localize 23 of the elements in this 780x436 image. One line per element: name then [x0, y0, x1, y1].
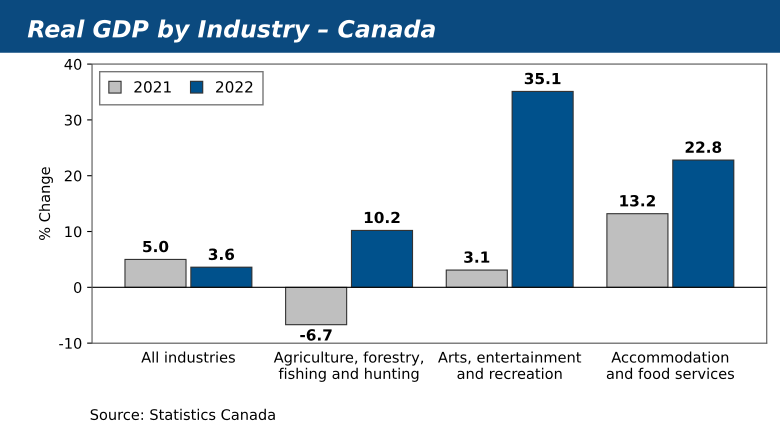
data-label: 22.8	[686, 141, 722, 153]
data-label: 3.6	[208, 248, 234, 260]
legend-label: 2021	[134, 81, 171, 93]
x-tick-label: Arts, entertainment and recreation	[438, 351, 582, 380]
y-tick-label: 10	[65, 226, 82, 238]
data-label: 3.1	[464, 251, 490, 263]
chart-title: Real GDP by Industry – Canada	[28, 19, 435, 43]
y-tick-label: 40	[64, 58, 82, 70]
legend-label: 2022	[216, 81, 252, 93]
data-label: 5.0	[143, 240, 168, 252]
data-label: 35.1	[524, 72, 560, 84]
source-note: Source: Statistics Canada	[90, 408, 275, 420]
y-axis-title: % Change	[38, 167, 53, 240]
data-label: 10.2	[364, 212, 400, 224]
x-tick-label: Accommodation and food services	[606, 351, 734, 380]
y-tick-label: 0	[74, 282, 82, 294]
x-tick-label: Agriculture, forestry, fishing and hunting	[274, 351, 424, 382]
y-tick-label: 20	[64, 170, 82, 182]
x-tick-label: All industries	[141, 351, 235, 363]
data-label: -6.7	[300, 329, 332, 341]
y-tick-label: 30	[64, 114, 82, 126]
data-label: 13.2	[620, 194, 655, 207]
y-tick-label: -10	[59, 338, 82, 349]
